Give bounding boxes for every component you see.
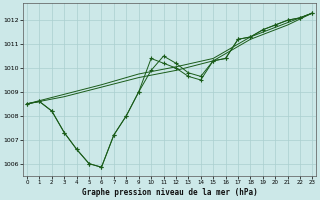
X-axis label: Graphe pression niveau de la mer (hPa): Graphe pression niveau de la mer (hPa)	[82, 188, 258, 197]
